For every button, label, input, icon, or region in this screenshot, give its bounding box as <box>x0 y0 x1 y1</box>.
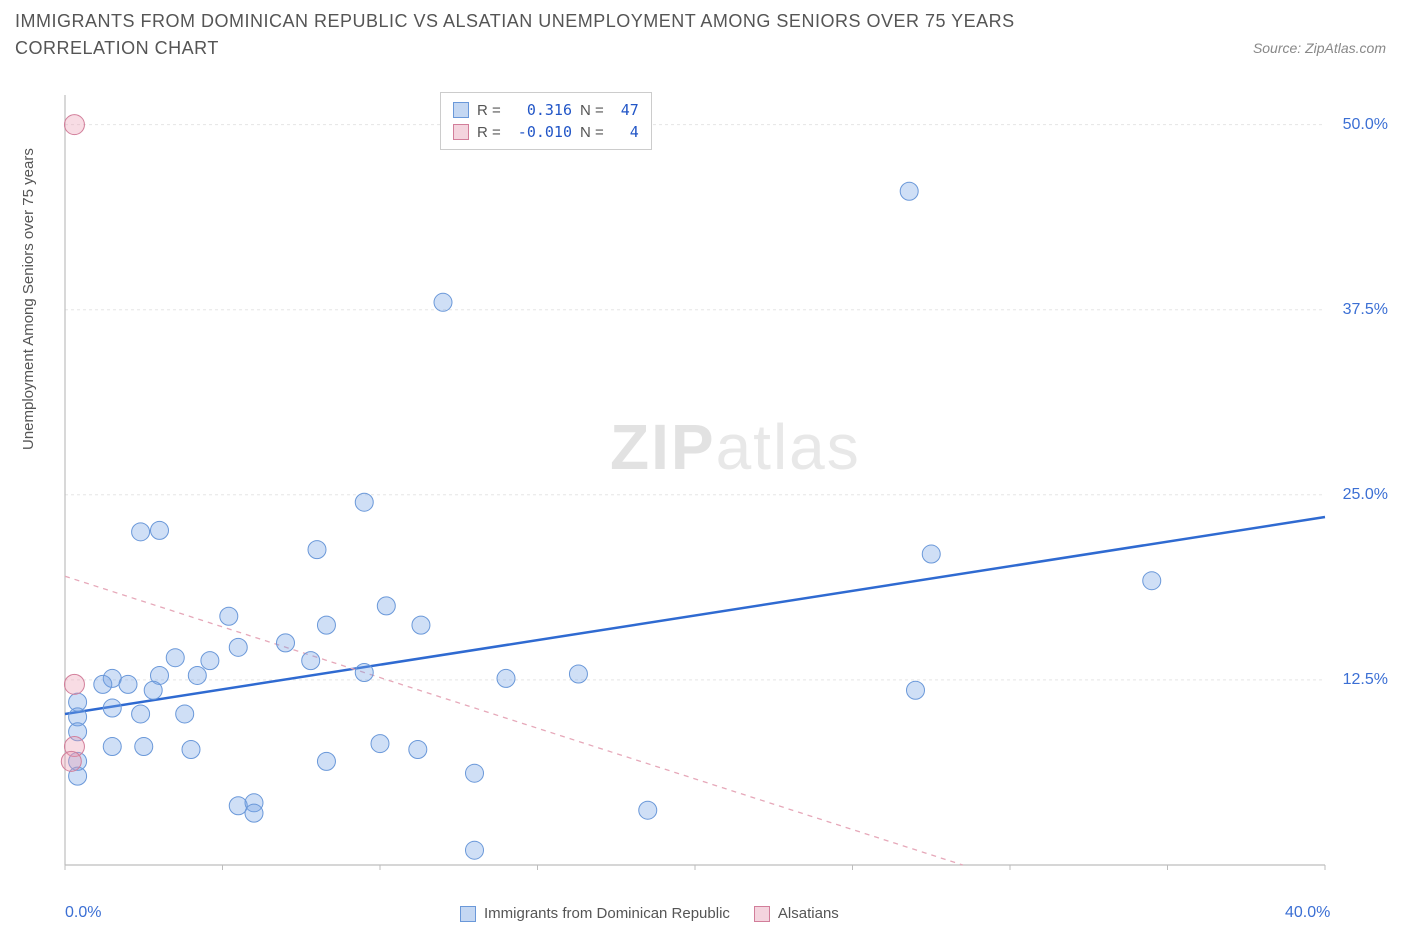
legend-bottom-label-1: Alsatians <box>778 905 839 922</box>
legend-bottom-swatch-1 <box>754 906 770 922</box>
chart-area <box>60 90 1330 870</box>
y-tick-label: 25.0% <box>1343 486 1388 504</box>
legend-r-pink: -0.010 <box>509 123 572 141</box>
y-tick-label: 50.0% <box>1343 116 1388 134</box>
legend-n-blue: 47 <box>612 101 639 119</box>
legend-top-row-blue: R = 0.316 N = 47 <box>453 99 639 121</box>
legend-n-pink: 4 <box>612 123 639 141</box>
legend-n-label2: N = <box>580 124 604 141</box>
legend-bottom-swatch-0 <box>460 906 476 922</box>
y-axis-label: Unemployment Among Seniors over 75 years <box>20 148 37 450</box>
legend-bottom-label-0: Immigrants from Dominican Republic <box>484 905 730 922</box>
chart-svg <box>60 90 1330 870</box>
legend-r-label: R = <box>477 102 501 119</box>
legend-top-row-pink: R = -0.010 N = 4 <box>453 121 639 143</box>
y-tick-label: 12.5% <box>1343 671 1388 689</box>
legend-bottom-item-0: Immigrants from Dominican Republic <box>460 905 730 922</box>
chart-title: IMMIGRANTS FROM DOMINICAN REPUBLIC VS AL… <box>15 8 1065 62</box>
x-tick-label: 40.0% <box>1285 904 1330 922</box>
legend-n-label: N = <box>580 102 604 119</box>
legend-r-blue: 0.316 <box>509 101 572 119</box>
source-label: Source: ZipAtlas.com <box>1253 40 1386 56</box>
legend-swatch-pink <box>453 124 469 140</box>
legend-bottom-item-1: Alsatians <box>754 905 839 922</box>
x-tick-label: 0.0% <box>65 904 101 922</box>
legend-top: R = 0.316 N = 47 R = -0.010 N = 4 <box>440 92 652 150</box>
legend-swatch-blue <box>453 102 469 118</box>
y-tick-label: 37.5% <box>1343 301 1388 319</box>
legend-r-label2: R = <box>477 124 501 141</box>
legend-bottom: Immigrants from Dominican Republic Alsat… <box>460 905 839 922</box>
